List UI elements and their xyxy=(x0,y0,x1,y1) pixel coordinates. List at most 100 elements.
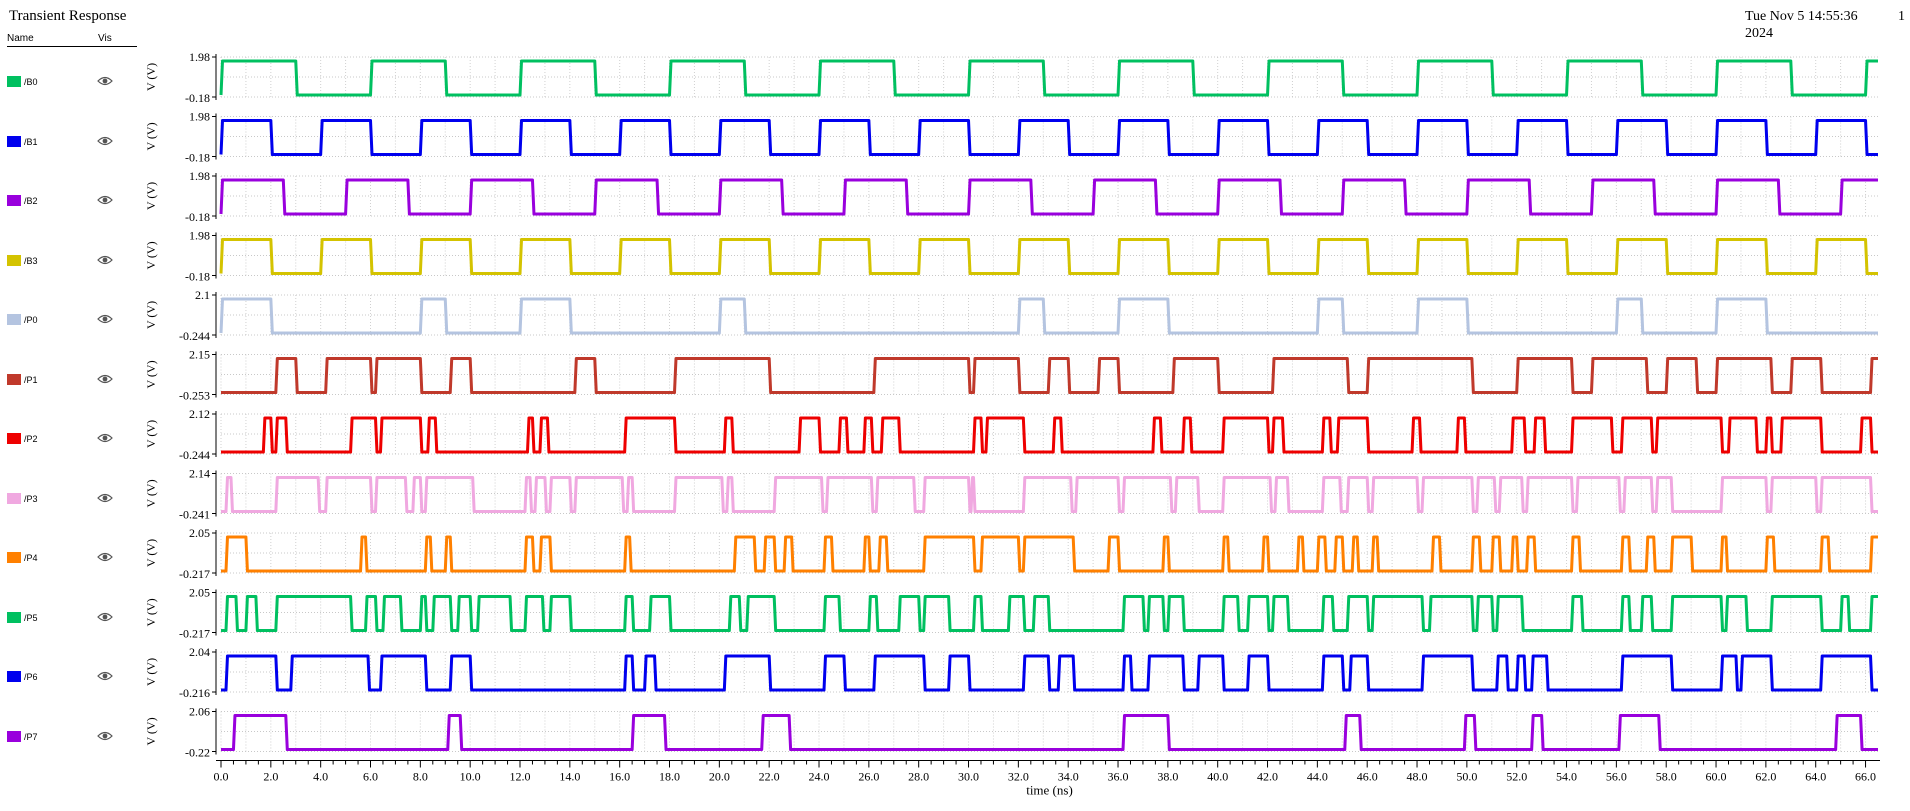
legend-header-name: Name xyxy=(7,33,34,44)
legend-swatch xyxy=(7,433,21,444)
x-tick-label: 20.0 xyxy=(709,770,730,784)
y-max-label: 1.98 xyxy=(189,169,210,183)
legend-swatch xyxy=(7,671,21,682)
x-axis: 0.0 2.0 4.0 6.0 8.0 10.0 12.0 14.0 16.0 18.0 20.0 2… xyxy=(214,760,1880,798)
waveform-panel-b2: 1.98 -0.18 V (V) xyxy=(144,169,1878,224)
y-max-label: 2.06 xyxy=(189,705,210,719)
x-tick-label: 24.0 xyxy=(809,770,830,784)
legend-item-p7[interactable]: /P7 xyxy=(7,730,132,745)
y-axis-label: V (V) xyxy=(144,63,158,91)
legend-item-p1[interactable]: /P1 xyxy=(7,373,132,388)
y-max-label: 2.04 xyxy=(189,645,210,659)
legend-signal-name: /P1 xyxy=(24,374,38,385)
y-min-label: -0.253 xyxy=(179,389,210,403)
x-tick-label: 66.0 xyxy=(1855,770,1876,784)
legend-item-p5[interactable]: /P5 xyxy=(7,611,132,626)
legend-item-p0[interactable]: /P0 xyxy=(7,314,132,328)
x-tick-label: 26.0 xyxy=(858,770,879,784)
visibility-eye-icon[interactable] xyxy=(97,75,113,87)
legend-item-b2[interactable]: /B2 xyxy=(7,195,132,209)
x-tick-label: 22.0 xyxy=(759,770,780,784)
waveform-p1 xyxy=(221,357,1878,394)
legend-swatch xyxy=(7,135,21,147)
x-tick-label: 60.0 xyxy=(1706,770,1727,784)
legend-signal-name: /B1 xyxy=(24,136,38,147)
y-axis-label: V (V) xyxy=(144,598,158,626)
legend-item-b1[interactable]: /B1 xyxy=(7,135,132,150)
legend-signal-name: /B0 xyxy=(24,77,38,87)
x-tick-label: 16.0 xyxy=(609,770,630,784)
y-min-label: -0.18 xyxy=(185,270,210,284)
y-min-label: -0.244 xyxy=(179,329,210,343)
legend-header-divider xyxy=(7,46,137,47)
y-max-label: 1.98 xyxy=(189,229,210,243)
legend-header-vis: Vis xyxy=(98,33,112,44)
y-axis-label: V (V) xyxy=(144,360,158,388)
visibility-eye-icon[interactable] xyxy=(97,551,113,563)
waveform-panel-p3: 2.14 -0.241 V (V) xyxy=(144,467,1878,522)
y-max-label: 2.14 xyxy=(189,467,210,481)
waveform-panel-b1: 1.98 -0.18 V (V) xyxy=(144,110,1878,165)
visibility-eye-icon[interactable] xyxy=(97,492,113,504)
x-tick-label: 6.0 xyxy=(363,770,378,784)
visibility-eye-icon[interactable] xyxy=(97,373,113,385)
legend-item-b0[interactable]: /B0 xyxy=(7,76,132,90)
y-max-label: 2.15 xyxy=(189,348,210,362)
y-min-label: -0.18 xyxy=(185,210,210,224)
timestamp-year: 2024 xyxy=(1745,26,1773,41)
x-tick-label: 4.0 xyxy=(313,770,328,784)
y-min-label: -0.241 xyxy=(179,508,210,522)
waveform-p2 xyxy=(221,416,1878,454)
legend-signal-name: /P7 xyxy=(24,731,38,742)
x-tick-label: 34.0 xyxy=(1058,770,1079,784)
visibility-eye-icon[interactable] xyxy=(97,254,113,266)
y-axis-label: V (V) xyxy=(144,658,158,686)
visibility-eye-icon[interactable] xyxy=(97,313,113,325)
waveform-panel-b0: 1.98 -0.18 V (V) xyxy=(144,50,1878,105)
waveform-panel-p5: 2.05 -0.217 V (V) xyxy=(144,586,1878,641)
x-tick-label: 50.0 xyxy=(1456,770,1477,784)
visibility-eye-icon[interactable] xyxy=(97,611,113,623)
x-tick-label: 40.0 xyxy=(1207,770,1228,784)
visibility-eye-icon[interactable] xyxy=(97,730,113,742)
y-axis-label: V (V) xyxy=(144,539,158,567)
y-axis-label: V (V) xyxy=(144,241,158,269)
y-min-label: -0.216 xyxy=(179,686,210,700)
waveform-panel-p6: 2.04 -0.216 V (V) xyxy=(144,645,1878,700)
x-tick-label: 2.0 xyxy=(263,770,278,784)
x-tick-label: 8.0 xyxy=(413,770,428,784)
x-tick-label: 58.0 xyxy=(1656,770,1677,784)
visibility-eye-icon[interactable] xyxy=(97,670,113,682)
y-max-label: 1.98 xyxy=(189,110,210,124)
waveform-p7 xyxy=(221,714,1878,751)
legend-item-p6[interactable]: /P6 xyxy=(7,671,132,685)
waveform-b1 xyxy=(219,119,1878,156)
visibility-eye-icon[interactable] xyxy=(97,194,113,206)
x-tick-label: 10.0 xyxy=(460,770,481,784)
y-min-label: -0.18 xyxy=(185,91,210,105)
waveform-panel-p1: 2.15 -0.253 V (V) xyxy=(144,348,1878,403)
legend-swatch xyxy=(7,76,21,87)
legend-item-b3[interactable]: /B3 xyxy=(7,254,132,269)
window-title: Transient Response xyxy=(9,8,127,24)
visibility-eye-icon[interactable] xyxy=(97,135,113,147)
legend-signal-name: /P3 xyxy=(24,493,38,504)
legend-item-p3[interactable]: /P3 xyxy=(7,492,132,507)
y-axis-label: V (V) xyxy=(144,182,158,210)
legend-signal-name: /P4 xyxy=(24,553,38,563)
x-tick-label: 18.0 xyxy=(659,770,680,784)
x-tick-label: 30.0 xyxy=(958,770,979,784)
waveform-p4 xyxy=(221,535,1878,573)
waveform-p6 xyxy=(221,654,1878,692)
visibility-eye-icon[interactable] xyxy=(97,432,113,444)
waveform-p0 xyxy=(219,297,1878,335)
waveform-panel-p0: 2.1 -0.244 V (V) xyxy=(144,288,1878,343)
y-min-label: -0.18 xyxy=(185,151,210,165)
x-tick-label: 52.0 xyxy=(1506,770,1527,784)
legend-item-p4[interactable]: /P4 xyxy=(7,552,132,566)
legend-swatch xyxy=(7,373,21,385)
legend-item-p2[interactable]: /P2 xyxy=(7,433,132,447)
legend-swatch xyxy=(7,254,21,266)
legend-swatch xyxy=(7,611,21,623)
